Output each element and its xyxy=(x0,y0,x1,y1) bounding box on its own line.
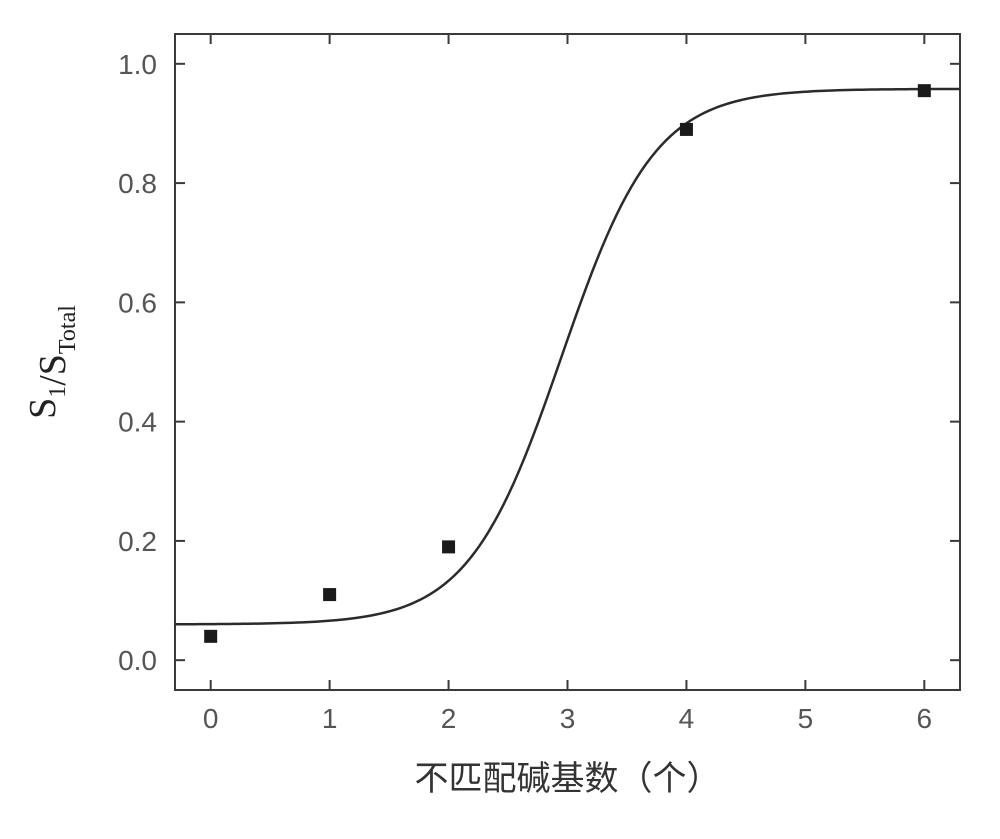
y-tick-label: 1.0 xyxy=(118,49,157,80)
x-tick-label: 2 xyxy=(441,703,457,734)
data-marker xyxy=(323,588,336,601)
y-tick-label: 0.4 xyxy=(118,407,157,438)
y-tick-label: 0.2 xyxy=(118,526,157,557)
x-tick-label: 3 xyxy=(560,703,576,734)
data-marker xyxy=(680,123,693,136)
x-tick-label: 4 xyxy=(679,703,695,734)
data-marker xyxy=(442,540,455,553)
data-marker xyxy=(918,84,931,97)
y-tick-label: 0.6 xyxy=(118,287,157,318)
x-axis-label: 不匹配碱基数（个） xyxy=(415,760,721,798)
x-tick-label: 0 xyxy=(203,703,219,734)
x-tick-label: 6 xyxy=(917,703,933,734)
data-marker xyxy=(204,630,217,643)
x-tick-label: 5 xyxy=(798,703,814,734)
y-tick-label: 0.0 xyxy=(118,645,157,676)
chart-svg: 01234560.00.20.40.60.81.0不匹配碱基数（个）S1/STo… xyxy=(0,0,1000,839)
chart-container: 01234560.00.20.40.60.81.0不匹配碱基数（个）S1/STo… xyxy=(0,0,1000,839)
x-tick-label: 1 xyxy=(322,703,338,734)
y-tick-label: 0.8 xyxy=(118,168,157,199)
